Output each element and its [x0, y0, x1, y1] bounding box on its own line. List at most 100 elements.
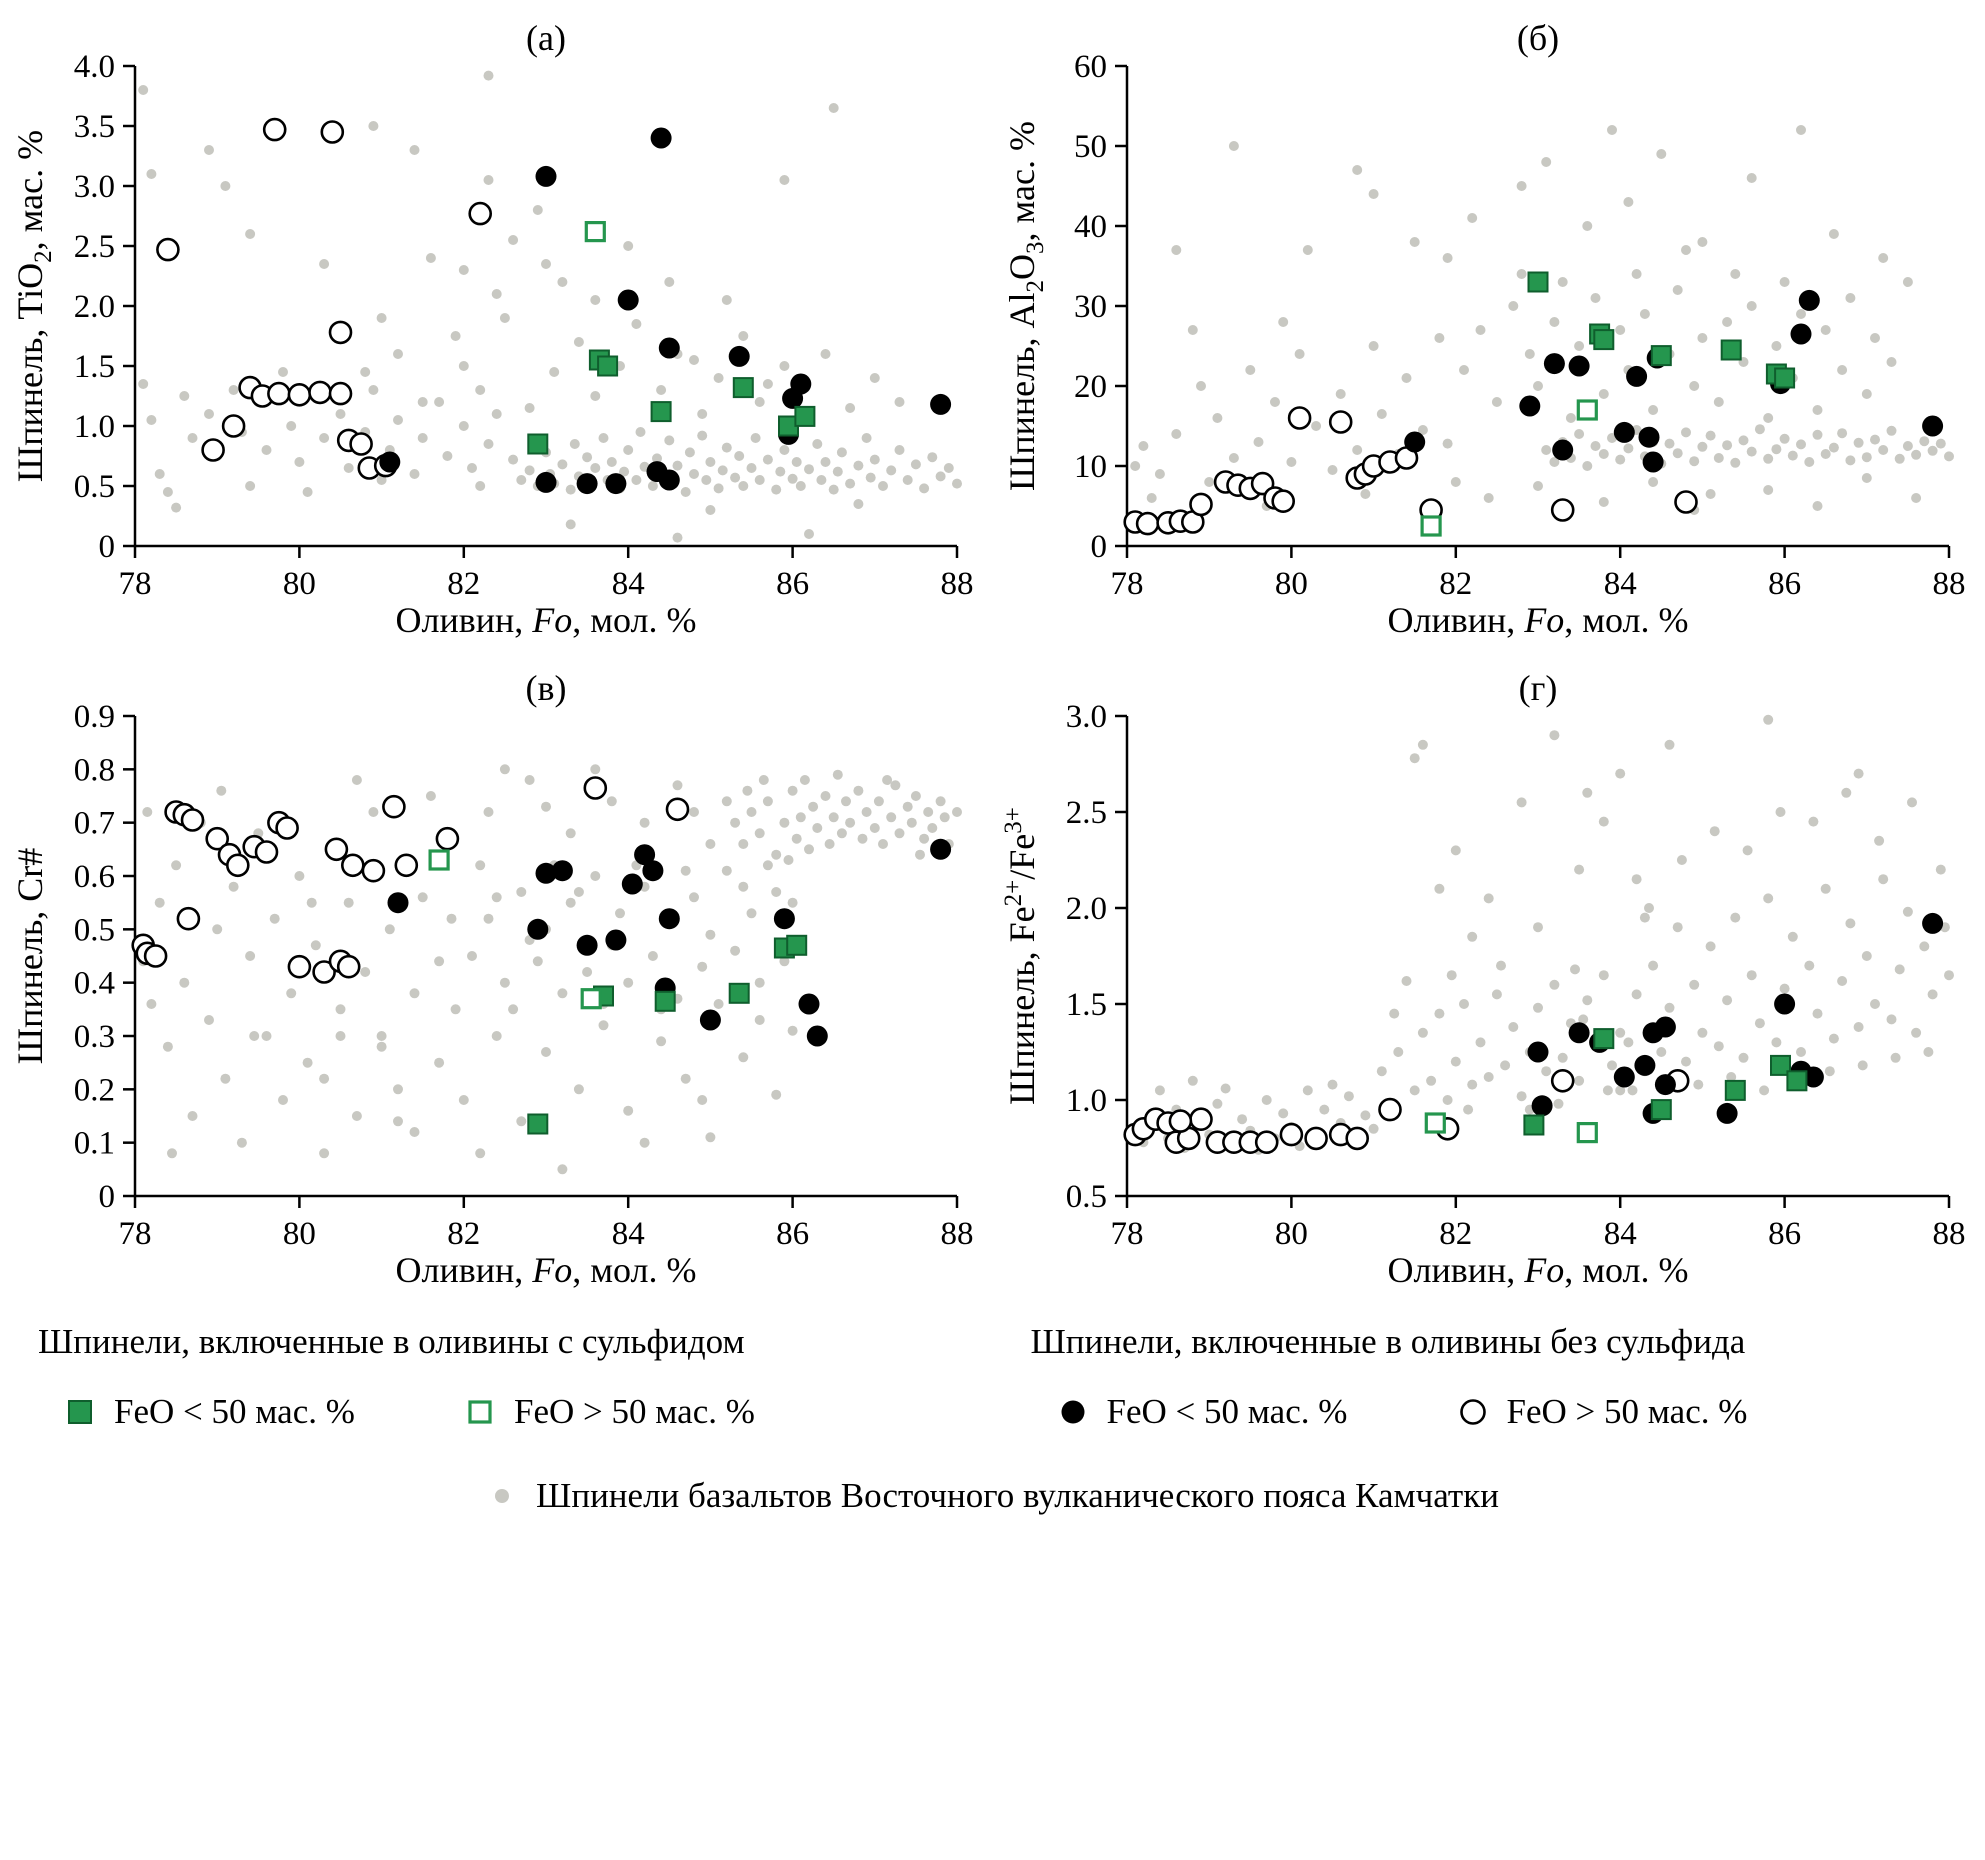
green-open-square-icon — [464, 1396, 496, 1428]
svg-text:0.5: 0.5 — [74, 912, 115, 948]
legend-group-without-sulfide: Шпинели, включенные в оливины без сульфи… — [993, 1322, 1985, 1432]
legend-row: FeO < 50 мас. % FeO > 50 мас. % — [64, 1392, 993, 1432]
legend-item-label: FeO < 50 мас. % — [114, 1392, 355, 1431]
svg-text:(г): (г) — [1519, 668, 1558, 708]
svg-text:84: 84 — [612, 1216, 645, 1252]
svg-text:Оливин, Fo, мол. %: Оливин, Fo, мол. % — [395, 600, 696, 640]
black-filled-circle-icon — [1057, 1396, 1089, 1428]
legend-item: FeO < 50 мас. % — [64, 1392, 464, 1432]
svg-text:84: 84 — [612, 566, 645, 602]
svg-text:80: 80 — [283, 1216, 316, 1252]
svg-text:0.2: 0.2 — [74, 1072, 115, 1108]
svg-text:2.0: 2.0 — [1066, 891, 1107, 927]
svg-text:40: 40 — [1074, 209, 1107, 245]
panel-v-cell: 78 80 82 84 86 88 0 0.1 0.2 0.3 0.4 0.5 0.6 0.7 0.8 0.9… — [0, 658, 992, 1308]
svg-text:1.5: 1.5 — [74, 349, 115, 385]
svg-text:Оливин, Fo, мол. %: Оливин, Fo, мол. % — [1387, 1250, 1688, 1290]
legend-group-title: Шпинели, включенные в оливины без сульфи… — [1030, 1322, 1746, 1361]
legend-item: FeO > 50 мас. % — [464, 1392, 755, 1432]
svg-text:80: 80 — [283, 566, 316, 602]
legend-group-with-sulfide: Шпинели, включенные в оливины с сульфидо… — [0, 1322, 993, 1432]
svg-text:80: 80 — [1275, 1216, 1308, 1252]
svg-text:78: 78 — [119, 1216, 152, 1252]
green-filled-square-icon — [64, 1396, 96, 1428]
legend: Шпинели, включенные в оливины с сульфидо… — [0, 1322, 1985, 1516]
svg-text:84: 84 — [1604, 1216, 1637, 1252]
svg-text:0.4: 0.4 — [74, 966, 115, 1002]
svg-text:82: 82 — [1439, 1216, 1472, 1252]
svg-text:10: 10 — [1074, 449, 1107, 485]
legend-group-title: Шпинели, включенные в оливины с сульфидо… — [38, 1322, 745, 1361]
gray-dot-icon — [486, 1480, 518, 1512]
svg-text:Оливин, Fo, мол. %: Оливин, Fo, мол. % — [395, 1250, 696, 1290]
svg-text:0.1: 0.1 — [74, 1126, 115, 1162]
black-open-circle-icon — [1457, 1396, 1489, 1428]
figure-spinel-olivine-panels: 78 80 82 84 86 88 0 0.5 1.0 1.5 2.0 2.5 3.0 3.5 4.0 (а)… — [0, 8, 1985, 1516]
svg-text:0.6: 0.6 — [74, 859, 115, 895]
svg-text:2.0: 2.0 — [74, 289, 115, 325]
svg-text:82: 82 — [447, 566, 480, 602]
svg-text:1.0: 1.0 — [74, 409, 115, 445]
svg-text:84: 84 — [1604, 566, 1637, 602]
scatter-panel-b: 78 80 82 84 86 88 0 10 20 30 40 50 60 (б) Оливин, Fo, … — [1002, 18, 1966, 640]
svg-text:86: 86 — [776, 1216, 809, 1252]
svg-text:0.9: 0.9 — [74, 699, 115, 735]
svg-text:0.5: 0.5 — [1066, 1179, 1107, 1215]
charts-grid: 78 80 82 84 86 88 0 0.5 1.0 1.5 2.0 2.5 3.0 3.5 4.0 (а)… — [0, 8, 1985, 1308]
svg-text:Шпинель, Fe2+/Fe3+: Шпинель, Fe2+/Fe3+ — [1000, 807, 1042, 1105]
legend-item-label: FeO > 50 мас. % — [514, 1392, 755, 1431]
svg-text:86: 86 — [1768, 1216, 1801, 1252]
scatter-panel-g: 78 80 82 84 86 88 0.5 1.0 1.5 2.0 2.5 3.0 (г) Оливин,… — [1000, 668, 1966, 1290]
svg-text:88: 88 — [941, 566, 974, 602]
svg-text:1.0: 1.0 — [1066, 1083, 1107, 1119]
legend-bottom-label: Шпинели базальтов Восточного вулканическ… — [536, 1476, 1499, 1515]
svg-text:88: 88 — [1933, 1216, 1966, 1252]
svg-text:78: 78 — [119, 566, 152, 602]
svg-text:(в): (в) — [526, 668, 567, 708]
svg-text:1.5: 1.5 — [1066, 987, 1107, 1023]
svg-text:0: 0 — [1091, 529, 1108, 565]
scatter-panel-a: 78 80 82 84 86 88 0 0.5 1.0 1.5 2.0 2.5 3.0 3.5 4.0 (а)… — [10, 18, 974, 640]
svg-text:Шпинель, Cr#: Шпинель, Cr# — [10, 848, 50, 1064]
svg-text:88: 88 — [1933, 566, 1966, 602]
svg-text:0: 0 — [99, 529, 116, 565]
legend-item-label: FeO < 50 мас. % — [1106, 1392, 1348, 1431]
svg-text:Оливин, Fo, мол. %: Оливин, Fo, мол. % — [1387, 600, 1688, 640]
svg-text:2.5: 2.5 — [1066, 795, 1107, 831]
svg-text:82: 82 — [1439, 566, 1472, 602]
svg-text:0.3: 0.3 — [74, 1019, 115, 1055]
svg-text:(а): (а) — [526, 18, 566, 58]
svg-text:80: 80 — [1275, 566, 1308, 602]
svg-text:78: 78 — [1111, 566, 1144, 602]
scatter-panel-v: 78 80 82 84 86 88 0 0.1 0.2 0.3 0.4 0.5 0.6 0.7 0.8 0.9… — [10, 668, 974, 1290]
svg-text:(б): (б) — [1517, 18, 1559, 58]
svg-text:0.7: 0.7 — [74, 806, 115, 842]
svg-text:2.5: 2.5 — [74, 229, 115, 265]
legend-bottom-row: Шпинели базальтов Восточного вулканическ… — [0, 1476, 1985, 1516]
panel-b-cell: 78 80 82 84 86 88 0 10 20 30 40 50 60 (б) Оливин, Fo, … — [992, 8, 1984, 658]
legend-item: FeO < 50 мас. % — [1057, 1392, 1457, 1432]
svg-text:30: 30 — [1074, 289, 1107, 325]
svg-text:88: 88 — [941, 1216, 974, 1252]
svg-text:0: 0 — [99, 1179, 116, 1215]
legend-item-label: FeO > 50 мас. % — [1506, 1392, 1748, 1431]
svg-text:20: 20 — [1074, 369, 1107, 405]
svg-text:82: 82 — [447, 1216, 480, 1252]
svg-text:50: 50 — [1074, 129, 1107, 165]
svg-text:0.5: 0.5 — [74, 469, 115, 505]
legend-item: FeO > 50 мас. % — [1457, 1392, 1748, 1432]
svg-text:78: 78 — [1111, 1216, 1144, 1252]
svg-text:4.0: 4.0 — [74, 49, 115, 85]
svg-text:3.5: 3.5 — [74, 109, 115, 145]
svg-text:60: 60 — [1074, 49, 1107, 85]
svg-text:3.0: 3.0 — [74, 169, 115, 205]
svg-text:0.8: 0.8 — [74, 752, 115, 788]
panel-g-cell: 78 80 82 84 86 88 0.5 1.0 1.5 2.0 2.5 3.0 (г) Оливин,… — [992, 658, 1984, 1308]
svg-text:86: 86 — [1768, 566, 1801, 602]
svg-text:Шпинель, TiO2, мас. %: Шпинель, TiO2, мас. % — [10, 130, 57, 482]
svg-text:3.0: 3.0 — [1066, 699, 1107, 735]
legend-row: FeO < 50 мас. % FeO > 50 мас. % — [1057, 1392, 1985, 1432]
panel-a-cell: 78 80 82 84 86 88 0 0.5 1.0 1.5 2.0 2.5 3.0 3.5 4.0 (а)… — [0, 8, 992, 658]
legend-groups: Шпинели, включенные в оливины с сульфидо… — [0, 1322, 1985, 1432]
svg-text:86: 86 — [776, 566, 809, 602]
